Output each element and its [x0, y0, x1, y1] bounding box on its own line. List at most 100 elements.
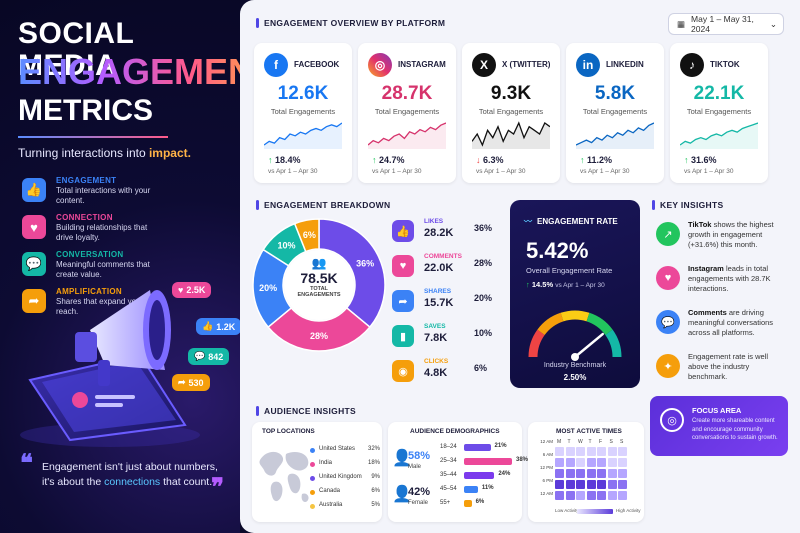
- heat-cell: [618, 480, 627, 489]
- arrow-up-icon: ↑: [526, 280, 530, 289]
- chevron-down-icon: ⌄: [769, 18, 777, 29]
- platform-card-facebook[interactable]: f FACEBOOK 12.6K Total Engagements ↑ 18.4% vs…: [254, 43, 352, 183]
- heat-cell: [586, 458, 596, 467]
- female-pct: 42%: [408, 486, 431, 498]
- category-desc: Shares that expand your reach.: [56, 297, 144, 316]
- thumbs-up-icon: 👍: [392, 220, 414, 242]
- platform-label: Total Engagements: [686, 107, 752, 116]
- bubble-likes: ♥ 2.5K: [172, 282, 212, 298]
- platform-vs: vs Apr 1 – Apr 30: [580, 168, 630, 175]
- age-pct: 11%: [481, 485, 494, 491]
- female-icon: 👤: [392, 486, 412, 503]
- age-row: 18–24 21%: [440, 443, 530, 455]
- gauge-hub: [571, 353, 579, 361]
- age-range: 55+: [440, 500, 451, 506]
- platform-label: Total Engagements: [270, 107, 336, 116]
- location-pct: 18%: [367, 460, 380, 466]
- donut-label: 10%: [277, 241, 295, 251]
- platform-card-x[interactable]: X X (TWITTER) 9.3K Total Engagements ↓ 6.3% v…: [462, 43, 560, 183]
- title-line-2: ENGAGEMENT: [18, 52, 240, 92]
- location-row: Canada 6%: [310, 488, 380, 500]
- insight-item: ✦ Engagement rate is well above the indus…: [656, 352, 790, 396]
- sparkline: [680, 122, 758, 149]
- bubble-thumbs: 👍 1.2K: [196, 318, 240, 335]
- title-line-3: METRICS: [18, 94, 153, 127]
- donut-slice-clicks: [293, 218, 320, 253]
- share-icon: ➦: [392, 290, 414, 312]
- platform-value: 9.3K: [490, 83, 532, 104]
- hour-label: 12 AM: [540, 491, 553, 496]
- benchmark-label: Industry Benchmark: [543, 362, 607, 369]
- breakdown-value: 28.2K: [424, 227, 454, 239]
- heat-cell: [555, 469, 564, 478]
- platform-change: ↓ 6.3%: [476, 155, 504, 165]
- age-pct: 21%: [494, 443, 507, 449]
- heat-cell: [597, 469, 606, 478]
- gauge-needle: [573, 332, 604, 359]
- share-icon: ➦: [178, 377, 186, 387]
- chat-icon: 💬: [194, 351, 206, 361]
- platform-vs: vs Apr 1 – Apr 30: [268, 168, 318, 175]
- breakdown-name: CLICKS: [424, 358, 449, 365]
- breakdown-row-clicks: ◉ CLICKS 4.8K 6%: [392, 358, 502, 388]
- day-label: S: [620, 439, 624, 445]
- insight-text: Comments are driving meaningful conversa…: [688, 308, 774, 337]
- insight-item: ♥ Instagram leads in total engagements wi…: [656, 264, 790, 308]
- date-range-picker[interactable]: ▦ May 1 – May 31, 2024 ⌄: [668, 13, 784, 35]
- rate-label: Overall Engagement Rate: [526, 266, 613, 275]
- age-pct: 6%: [475, 499, 485, 505]
- insight-item: ↗ TikTok shows the highest growth in enga…: [656, 220, 790, 264]
- trend-up-icon: ↗: [656, 222, 680, 246]
- age-range: 35–44: [440, 472, 457, 478]
- age-pct: 24%: [498, 471, 511, 477]
- heat-cell: [618, 447, 627, 456]
- location-name: Canada: [319, 488, 341, 494]
- locations-title: TOP LOCATIONS: [262, 428, 315, 435]
- facebook-icon: f: [264, 53, 288, 77]
- platform-card-linkedin[interactable]: in LINKEDIN 5.8K Total Engagements ↑ 11.2% vs…: [566, 43, 664, 183]
- tagline: Turning interactions into impact.: [18, 146, 191, 160]
- gauge-segment: [537, 312, 564, 336]
- location-name: United States: [319, 446, 356, 452]
- platform-card-tiktok[interactable]: ♪ TIKTOK 22.1K Total Engagements ↑ 31.6% vs A…: [670, 43, 768, 183]
- platform-change: ↑ 18.4%: [268, 155, 301, 165]
- platform-change: ↑ 31.6%: [684, 155, 717, 165]
- breakdown-pct: 6%: [474, 363, 488, 373]
- chat-icon: 💬: [22, 252, 46, 276]
- heat-cell: [607, 480, 617, 489]
- heat-cell: [597, 458, 606, 467]
- hero-panel: SOCIAL MEDIA ENGAGEMENT METRICS Turning …: [0, 0, 240, 533]
- quote: ❝ Engagement isn't just about numbers, i…: [20, 450, 224, 501]
- breakdown-name: SHARES: [424, 288, 452, 295]
- rate-value: 5.42%: [526, 238, 589, 263]
- location-dot: [310, 490, 315, 495]
- heat-cell: [555, 491, 564, 500]
- location-name: India: [319, 460, 333, 466]
- total-engagements-value: 78.5K: [300, 270, 338, 286]
- platform-card-instagram[interactable]: ◎ INSTAGRAM 28.7K Total Engagements ↑ 24.7% v…: [358, 43, 456, 183]
- breakdown-name: COMMENTS: [424, 253, 462, 260]
- platform-value: 22.1K: [693, 83, 745, 104]
- platform-name: FACEBOOK: [294, 60, 340, 69]
- x-icon: X: [472, 53, 496, 77]
- age-range: 45–54: [440, 486, 457, 492]
- hour-label: 12 PM: [539, 465, 553, 470]
- thumbs-up-icon: 👍: [202, 321, 214, 331]
- breakdown-row-shares: ➦ SHARES 15.7K 20%: [392, 288, 502, 318]
- breakdown-value: 22.0K: [424, 262, 454, 274]
- age-bar: [464, 500, 472, 507]
- active-times-title: MOST ACTIVE TIMES: [556, 428, 622, 435]
- rate-vs: vs Apr 1 – Apr 30: [555, 282, 605, 289]
- sparkline: [264, 122, 342, 149]
- heat-cell: [597, 491, 606, 500]
- heat-cell: [565, 480, 575, 489]
- overview-title: ENGAGEMENT OVERVIEW BY PLATFORM: [256, 18, 445, 28]
- thumbs-up-icon: 👍: [22, 178, 46, 202]
- rate-title: ENGAGEMENT RATE: [537, 217, 618, 226]
- age-bar: [464, 458, 512, 465]
- donut-label: 28%: [310, 331, 328, 341]
- heat-cell: [555, 447, 564, 456]
- arrow-up-icon: ↑: [268, 155, 276, 165]
- breakdown-value: 7.8K: [424, 332, 448, 344]
- heat-cell: [586, 447, 596, 456]
